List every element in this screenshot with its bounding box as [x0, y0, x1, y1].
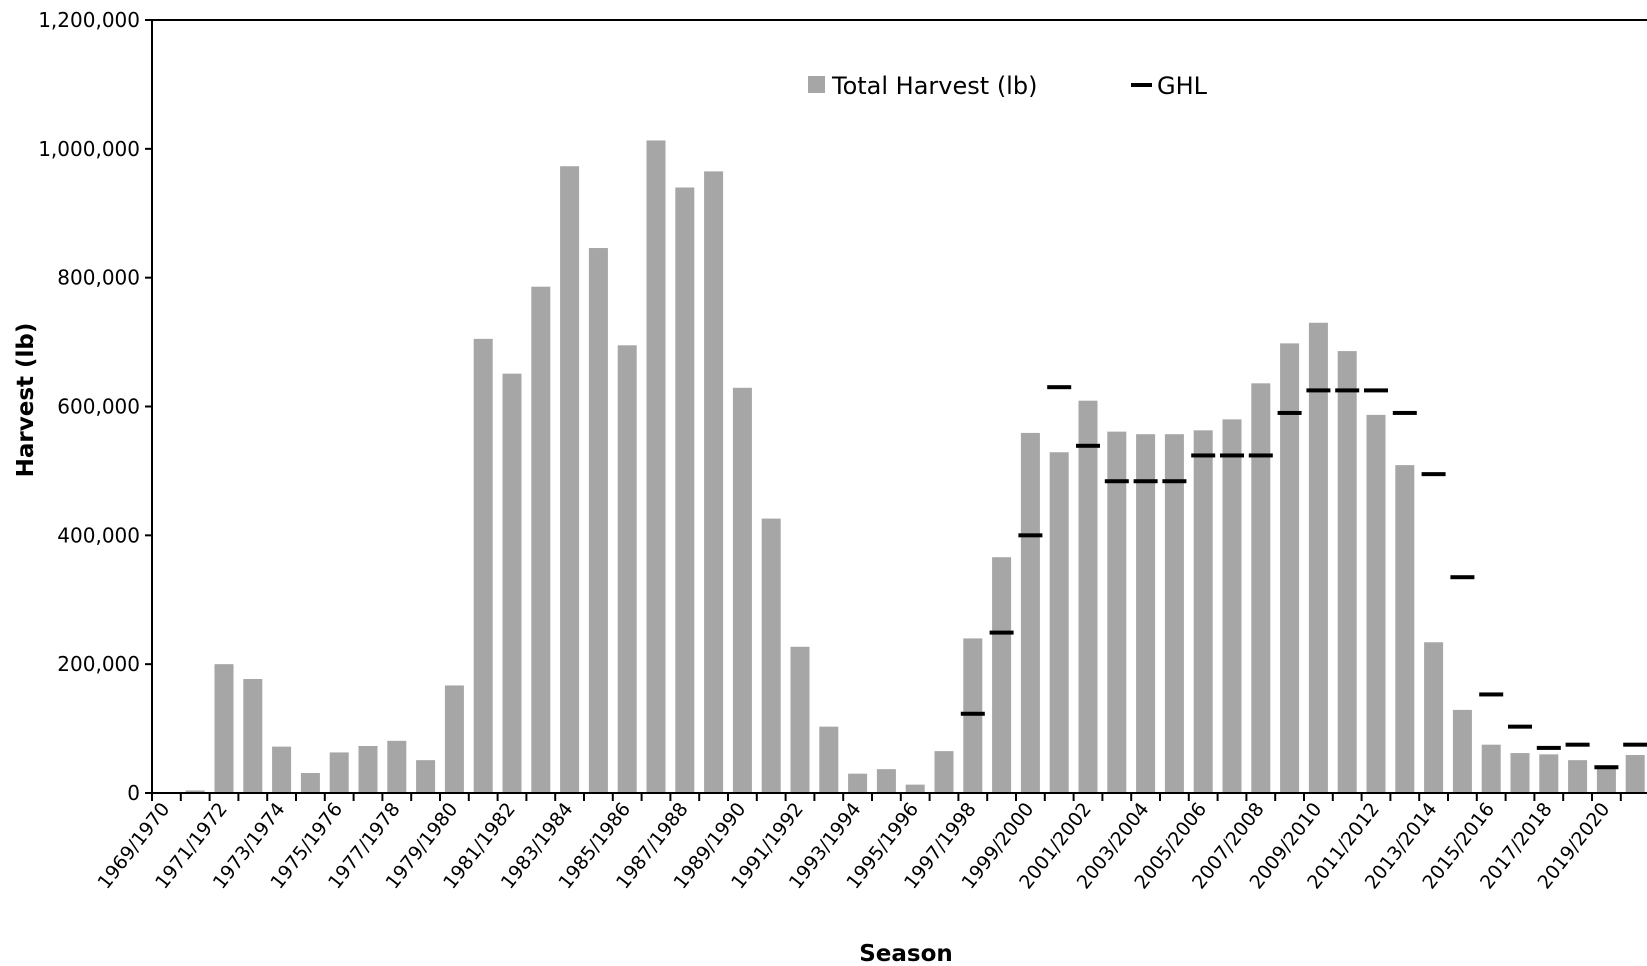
harvest-bar	[1625, 754, 1645, 793]
harvest-bar	[1107, 431, 1127, 793]
harvest-bar	[1164, 434, 1184, 793]
harvest-bar	[1366, 414, 1386, 793]
ghl-markers	[960, 385, 1647, 770]
harvest-bar	[992, 557, 1012, 793]
harvest-bars	[185, 140, 1645, 794]
harvest-bar	[243, 678, 263, 793]
harvest-bar	[444, 685, 464, 793]
ghl-marker	[1191, 453, 1216, 458]
harvest-bar	[1596, 767, 1616, 793]
y-tick-label: 400,000	[57, 523, 140, 547]
ghl-marker	[1392, 410, 1417, 415]
ghl-marker	[989, 630, 1014, 635]
harvest-bar	[905, 784, 925, 793]
harvest-bar	[531, 286, 551, 793]
harvest-bar	[1049, 452, 1069, 793]
ghl-marker	[1047, 385, 1072, 390]
harvest-bar	[1481, 744, 1501, 793]
harvest-bar	[358, 745, 378, 793]
ghl-marker	[1277, 410, 1302, 415]
harvest-bar	[1020, 432, 1040, 793]
harvest-bar	[1136, 434, 1156, 793]
y-tick-marks	[145, 19, 152, 794]
harvest-bar	[1510, 753, 1530, 793]
ghl-marker	[1594, 765, 1619, 770]
ghl-marker	[1076, 443, 1100, 448]
harvest-bar	[1395, 465, 1415, 793]
legend-swatch-total-harvest	[808, 76, 825, 93]
harvest-bar	[761, 518, 781, 793]
ghl-marker	[1220, 453, 1244, 458]
harvest-bar	[819, 726, 839, 793]
harvest-bar	[646, 140, 666, 793]
harvest-bar	[617, 345, 637, 793]
harvest-bar	[1308, 322, 1328, 793]
harvest-bar	[329, 752, 349, 793]
ghl-marker	[1450, 575, 1475, 580]
harvest-bar	[1078, 400, 1098, 793]
harvest-bar	[387, 740, 407, 793]
ghl-marker	[1623, 742, 1647, 747]
harvest-bar	[1280, 343, 1300, 793]
legend: Total Harvest (lb) GHL	[808, 72, 1208, 100]
harvest-bar	[560, 166, 580, 793]
ghl-marker	[1421, 472, 1446, 477]
harvest-bar	[1251, 383, 1271, 793]
harvest-bar	[1222, 419, 1242, 793]
ghl-marker	[1335, 388, 1360, 393]
ghl-marker	[1133, 479, 1158, 484]
y-tick-label: 1,000,000	[38, 137, 140, 161]
ghl-marker	[1508, 724, 1532, 729]
y-tick-labels: 0 200,000 400,000 600,000 800,000 1,000,000 1,…	[38, 8, 140, 805]
harvest-bar	[732, 387, 752, 793]
harvest-bar	[272, 746, 292, 793]
ghl-marker	[1479, 692, 1504, 697]
x-tick-labels: 1969/19701971/19721973/19741975/19761977…	[94, 799, 1615, 894]
harvest-bar	[214, 664, 234, 793]
harvest-bar	[502, 373, 522, 793]
y-tick-label: 200,000	[57, 652, 140, 676]
harvest-bar	[876, 769, 896, 793]
axes	[151, 19, 1647, 801]
harvest-bar	[848, 773, 868, 793]
harvest-bar	[704, 171, 724, 794]
harvest-bar	[790, 646, 810, 793]
ghl-marker	[1018, 533, 1043, 538]
ghl-marker	[1306, 388, 1331, 393]
ghl-marker	[1565, 742, 1590, 747]
y-tick-label: 0	[127, 781, 140, 805]
harvest-bar	[1193, 430, 1213, 793]
harvest-bar	[675, 187, 695, 793]
y-axis-title: Harvest (lb)	[13, 323, 39, 478]
y-tick-label: 1,200,000	[38, 8, 140, 32]
ghl-marker	[1162, 479, 1187, 484]
legend-swatch-ghl	[1131, 83, 1152, 87]
harvest-bar	[300, 773, 320, 793]
legend-label-total-harvest: Total Harvest (lb)	[831, 72, 1037, 100]
ghl-marker	[1104, 479, 1129, 484]
harvest-bar	[1539, 754, 1559, 793]
y-tick-label: 800,000	[57, 266, 140, 290]
harvest-bar	[1568, 760, 1588, 793]
harvest-bar	[416, 760, 436, 793]
harvest-bar	[1424, 642, 1444, 793]
ghl-marker	[1248, 453, 1273, 458]
y-tick-label: 600,000	[57, 395, 140, 419]
harvest-bar	[185, 790, 205, 793]
harvest-bar	[934, 751, 954, 793]
legend-label-ghl: GHL	[1157, 72, 1208, 100]
harvest-bar	[1452, 709, 1472, 793]
ghl-marker	[960, 711, 985, 716]
harvest-bar	[1337, 351, 1357, 793]
harvest-bar	[473, 338, 493, 793]
harvest-bar	[588, 248, 608, 793]
ghl-marker	[1536, 745, 1561, 750]
ghl-marker	[1364, 388, 1388, 393]
x-axis-title: Season	[859, 941, 953, 966]
